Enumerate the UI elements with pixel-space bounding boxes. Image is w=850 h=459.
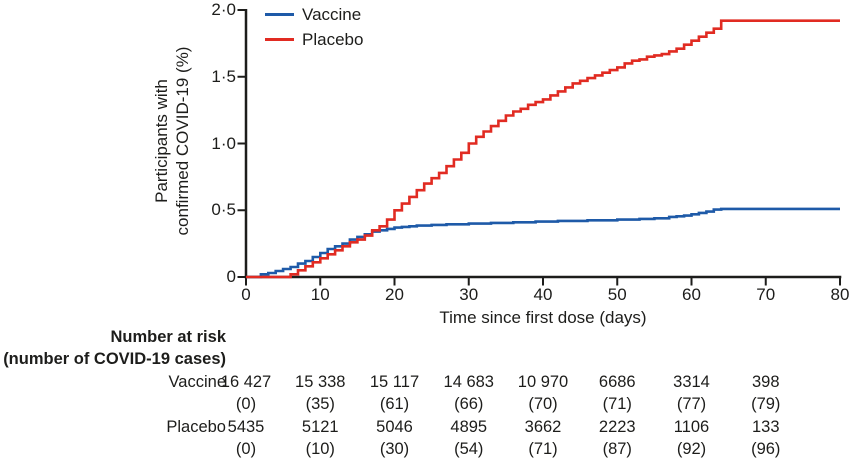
risk-cases-cell: (70) [528,395,558,413]
risk-row-label: Placebo [166,418,226,436]
risk-cases-cell: (92) [676,440,707,458]
risk-n-cell: 2223 [598,418,636,436]
legend-label-vaccine: Vaccine [302,4,362,24]
risk-n-cell: 10 970 [517,373,569,391]
x-tick-label: 0 [241,285,251,304]
placebo-line-swatch [265,38,294,41]
risk-cases-cell: (35) [305,395,335,413]
legend-label-placebo: Placebo [302,29,364,49]
risk-cases-cell: (30) [379,440,410,458]
risk-cases-cell: (77) [676,395,707,413]
x-tick-label: 20 [385,285,404,304]
placebo-curve [246,19,840,279]
x-tick-label: 30 [459,285,479,304]
x-tick-label: 10 [310,285,330,304]
x-tick-label: 60 [682,285,701,304]
vaccine-line-swatch [265,13,294,16]
risk-cases-cell: (96) [751,440,781,458]
risk-cases-cell: (0) [235,440,257,458]
y-axis-title: Participants with confirmed COVID-19 (%) [151,47,193,236]
risk-table-header-line2: (number of COVID-19 cases) [3,350,226,368]
y-tick-label: 1·5 [211,66,236,86]
risk-cases-cell: (10) [305,440,335,458]
risk-n-cell: 5121 [301,418,339,436]
risk-table-header-line1: Number at risk [110,328,226,346]
risk-n-cell: 5046 [376,418,413,436]
legend-item-vaccine: Vaccine [265,2,363,27]
risk-n-cell: 4895 [450,418,488,436]
risk-n-cell: 5435 [227,418,265,436]
x-tick-label: 70 [756,285,776,304]
risk-cases-cell: (87) [602,440,632,458]
risk-cases-cell: (61) [379,395,410,413]
risk-cases-cell: (71) [602,395,632,413]
x-tick-label: 40 [533,285,553,304]
risk-cases-cell: (0) [235,395,257,413]
risk-row-label: Vaccine [168,373,226,391]
risk-n-cell: 3314 [673,373,710,391]
risk-n-cell: 133 [751,418,780,436]
risk-n-cell: 14 683 [443,373,494,391]
x-axis-title: Time since first dose (days) [439,308,647,327]
risk-n-cell: 3662 [524,418,562,436]
x-tick-label: 80 [830,285,850,304]
y-axis-title-line1: Participants with [152,79,171,203]
risk-n-cell: 6686 [598,373,636,391]
x-tick-label: 50 [607,285,627,304]
vaccine-curve [246,207,840,279]
y-tick-label: 2·0 [211,0,236,19]
risk-cases-cell: (54) [454,440,484,458]
risk-n-cell: 398 [751,373,780,391]
legend-item-placebo: Placebo [265,27,363,52]
y-tick-label: 0·5 [211,200,236,220]
risk-n-cell: 1106 [673,418,710,436]
risk-n-cell: 16 427 [220,373,272,391]
risk-n-cell: 15 117 [369,373,420,391]
y-tick-label: 1·0 [211,133,236,153]
chart-legend: Vaccine Placebo [265,2,363,52]
risk-n-cell: 15 338 [295,373,346,391]
risk-cases-cell: (71) [528,440,558,458]
y-tick-label: 0 [226,267,236,286]
risk-cases-cell: (66) [454,395,484,413]
risk-cases-cell: (79) [751,395,781,413]
